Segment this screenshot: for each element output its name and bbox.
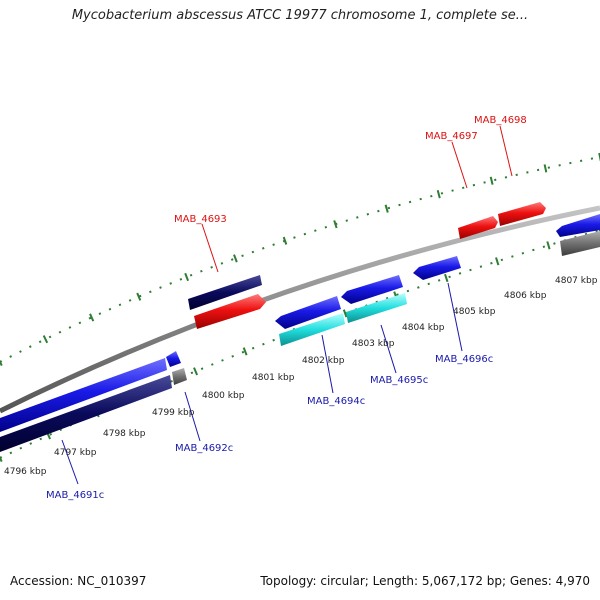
gene-feature-mab-4692c-blue[interactable] [166, 351, 181, 367]
major-tick [233, 254, 238, 263]
gene-feature-mab-4697[interactable] [458, 216, 498, 239]
tick-label: 4806 kbp [504, 291, 547, 301]
major-tick [598, 152, 600, 162]
major-tick [242, 347, 248, 356]
gene-feature-mab-4695c[interactable] [341, 275, 403, 304]
gene-label-mab-4698[interactable]: MAB_4698 [474, 115, 527, 126]
gene-label-mab-4696c[interactable]: MAB_4696c [435, 354, 493, 365]
chromosome-backbone [0, 205, 600, 414]
gene-feature-mab-4693[interactable] [194, 294, 266, 329]
gene-feature-mab-4691c-dark[interactable] [0, 375, 172, 452]
tick-label: 4797 kbp [54, 448, 97, 458]
tick-label: 4801 kbp [252, 373, 295, 383]
major-tick [0, 455, 3, 463]
major-tick [436, 190, 441, 199]
tick-label: 4800 kbp [202, 391, 245, 401]
tick-label: 4796 kbp [4, 467, 47, 477]
gene-feature-mab-4692c-gray[interactable] [172, 368, 187, 385]
gene-label-mab-4697[interactable]: MAB_4697 [425, 131, 478, 142]
major-tick [42, 335, 49, 344]
major-tick [282, 236, 288, 245]
major-tick [444, 273, 449, 283]
inner-major-ticks [0, 225, 600, 463]
gene-feature-mab-4694c-cyan[interactable] [279, 313, 345, 346]
gene-feature-right-edge-blue[interactable] [556, 214, 600, 237]
accession-text: Accession: NC_010397 [10, 574, 147, 588]
gene-label-mab-4692c[interactable]: MAB_4692c [175, 443, 233, 454]
tick-label: 4802 kbp [302, 356, 345, 366]
tick-label: 4805 kbp [453, 307, 496, 317]
major-tick [184, 272, 190, 282]
tick-label: 4799 kbp [152, 408, 195, 418]
major-tick [342, 309, 348, 318]
coordinate-tick-labels: 4796 kbp 4797 kbp 4798 kbp 4799 kbp 4800… [4, 276, 598, 477]
major-tick [543, 164, 548, 173]
gene-label-mab-4693[interactable]: MAB_4693 [174, 214, 227, 225]
gene-label-mab-4691c[interactable]: MAB_4691c [46, 490, 104, 501]
gene-labels: MAB_4691c MAB_4692c MAB_4693 MAB_4694c M… [46, 115, 527, 501]
major-tick [384, 204, 389, 213]
major-tick [136, 292, 142, 301]
page-title: Mycobacterium abscessus ATCC 19977 chrom… [71, 8, 529, 23]
genome-summary-text: Topology: circular; Length: 5,067,172 bp… [260, 574, 590, 588]
gene-feature-mab-4694c[interactable] [275, 296, 341, 329]
gene-feature-mab-4696c[interactable] [413, 256, 461, 280]
gene-feature-mab-4698[interactable] [498, 202, 546, 226]
inner-tick-ring [0, 229, 600, 459]
gene-feature-mab-4693-dark[interactable] [188, 275, 262, 310]
major-tick [193, 367, 199, 376]
gene-feature-mab-4695c-cyan[interactable] [346, 293, 407, 323]
gene-feature-mab-4691c-blue[interactable] [0, 358, 167, 432]
major-tick [495, 257, 500, 266]
tick-label: 4803 kbp [352, 339, 395, 349]
major-tick [333, 220, 338, 229]
major-tick [546, 241, 551, 250]
tick-label: 4798 kbp [103, 429, 146, 439]
gene-leader-lines [61, 125, 513, 485]
major-tick [489, 176, 494, 185]
major-tick [0, 359, 3, 367]
tick-label: 4804 kbp [402, 323, 445, 333]
gene-feature-right-edge-gray[interactable] [560, 231, 600, 256]
outer-major-ticks [0, 152, 600, 367]
gene-label-mab-4694c[interactable]: MAB_4694c [307, 396, 365, 407]
major-tick [89, 313, 95, 322]
gene-label-mab-4695c[interactable]: MAB_4695c [370, 375, 428, 386]
tick-label: 4807 kbp [555, 276, 598, 286]
